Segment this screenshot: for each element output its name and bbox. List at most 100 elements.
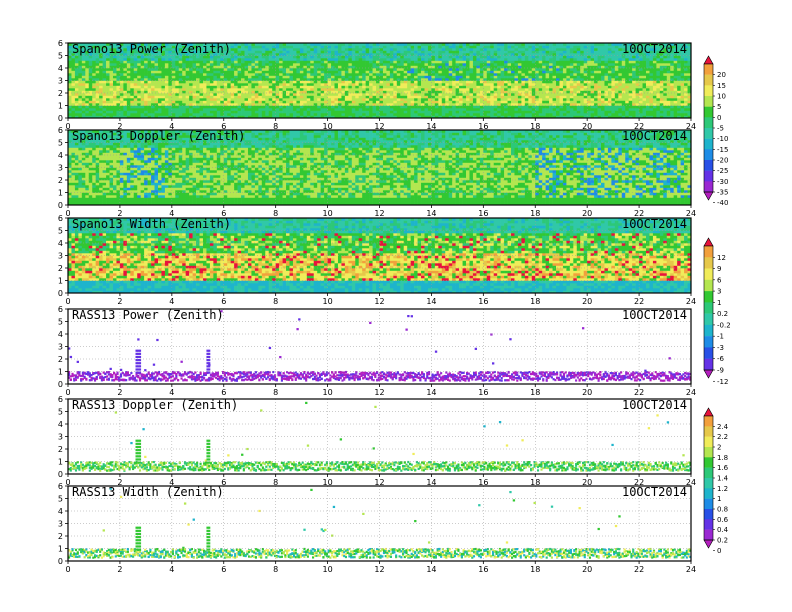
heatmap-cell xyxy=(442,48,446,51)
heatmap-cell xyxy=(206,86,210,89)
heatmap-cell xyxy=(580,46,584,49)
heatmap-cell xyxy=(514,61,518,64)
heatmap-cell xyxy=(234,106,238,109)
heatmap-cell xyxy=(179,76,183,79)
heatmap-cell xyxy=(629,101,633,104)
heatmap-cell xyxy=(141,61,145,64)
heatmap-cell xyxy=(331,101,335,104)
heatmap-cell xyxy=(618,111,622,114)
heatmap-cell xyxy=(542,86,546,89)
heatmap-cell xyxy=(449,88,453,91)
heatmap-cell xyxy=(172,101,176,104)
heatmap-cell xyxy=(265,101,269,104)
heatmap-cell xyxy=(601,71,605,74)
heatmap-cell xyxy=(172,71,176,74)
heatmap-cell xyxy=(580,76,584,79)
heatmap-cell xyxy=(442,86,446,89)
heatmap-cell xyxy=(255,111,259,114)
heatmap-cell xyxy=(414,68,418,71)
heatmap-cell xyxy=(248,113,252,116)
heatmap-cell xyxy=(272,56,276,59)
heatmap-cell xyxy=(307,81,311,84)
heatmap-cell xyxy=(570,63,574,66)
heatmap-cell xyxy=(224,101,228,104)
heatmap-cell xyxy=(532,48,536,51)
heatmap-cell xyxy=(175,113,179,116)
heatmap-cell xyxy=(466,111,470,114)
heatmap-cell xyxy=(348,108,352,111)
heatmap-cell xyxy=(369,81,373,84)
heatmap-cell xyxy=(566,48,570,51)
heatmap-cell xyxy=(594,98,598,101)
heatmap-cell xyxy=(355,106,359,109)
heatmap-cell xyxy=(203,108,207,111)
heatmap-cell xyxy=(220,73,224,76)
heatmap-cell xyxy=(608,61,612,64)
heatmap-cell xyxy=(71,93,75,96)
heatmap-cell xyxy=(463,101,467,104)
heatmap-cell xyxy=(238,58,242,61)
heatmap-cell xyxy=(508,93,512,96)
heatmap-cell xyxy=(570,113,574,116)
heatmap-cell xyxy=(251,111,255,114)
heatmap-cell xyxy=(386,108,390,111)
heatmap-cell xyxy=(632,63,636,66)
heatmap-cell xyxy=(566,96,570,99)
heatmap-cell xyxy=(549,78,553,81)
heatmap-cell xyxy=(400,98,404,101)
heatmap-cell xyxy=(293,83,297,86)
heatmap-cell xyxy=(400,71,404,74)
heatmap-cell xyxy=(411,81,415,84)
heatmap-cell xyxy=(580,71,584,74)
heatmap-cell xyxy=(352,51,356,54)
heatmap-cell xyxy=(168,111,172,114)
heatmap-cell xyxy=(196,61,200,64)
heatmap-cell xyxy=(528,96,532,99)
heatmap-cell xyxy=(359,63,363,66)
heatmap-cell xyxy=(300,106,304,109)
heatmap-cell xyxy=(476,93,480,96)
heatmap-cell xyxy=(518,46,522,49)
heatmap-cell xyxy=(251,61,255,64)
heatmap-cell xyxy=(435,51,439,54)
heatmap-cell xyxy=(82,111,86,114)
heatmap-cell xyxy=(535,106,539,109)
heatmap-cell xyxy=(570,106,574,109)
heatmap-cell xyxy=(632,61,636,64)
heatmap-cell xyxy=(373,106,377,109)
heatmap-cell xyxy=(438,106,442,109)
heatmap-cell xyxy=(75,83,79,86)
heatmap-cell xyxy=(643,81,647,84)
heatmap-cell xyxy=(414,106,418,109)
heatmap-cell xyxy=(148,106,152,109)
heatmap-cell xyxy=(331,46,335,49)
heatmap-cell xyxy=(563,46,567,49)
heatmap-cell xyxy=(238,48,242,51)
heatmap-cell xyxy=(258,61,262,64)
heatmap-cell xyxy=(328,88,332,91)
heatmap-cell xyxy=(272,111,276,114)
heatmap-cell xyxy=(542,58,546,61)
heatmap-cell xyxy=(310,58,314,61)
heatmap-cell xyxy=(234,88,238,91)
heatmap-cell xyxy=(487,93,491,96)
heatmap-cell xyxy=(539,46,543,49)
heatmap-cell xyxy=(92,108,96,111)
heatmap-cell xyxy=(639,103,643,106)
heatmap-cell xyxy=(386,113,390,116)
heatmap-cell xyxy=(341,96,345,99)
heatmap-cell xyxy=(521,58,525,61)
heatmap-cell xyxy=(300,46,304,49)
heatmap-cell xyxy=(224,83,228,86)
heatmap-cell xyxy=(338,56,342,59)
heatmap-cell xyxy=(182,108,186,111)
heatmap-cell xyxy=(598,61,602,64)
heatmap-cell xyxy=(553,98,557,101)
heatmap-cell xyxy=(123,88,127,91)
heatmap-cell xyxy=(508,71,512,74)
heatmap-cell xyxy=(238,101,242,104)
heatmap-cell xyxy=(421,81,425,84)
heatmap-cell xyxy=(414,76,418,79)
heatmap-cell xyxy=(369,63,373,66)
heatmap-cell xyxy=(286,46,290,49)
